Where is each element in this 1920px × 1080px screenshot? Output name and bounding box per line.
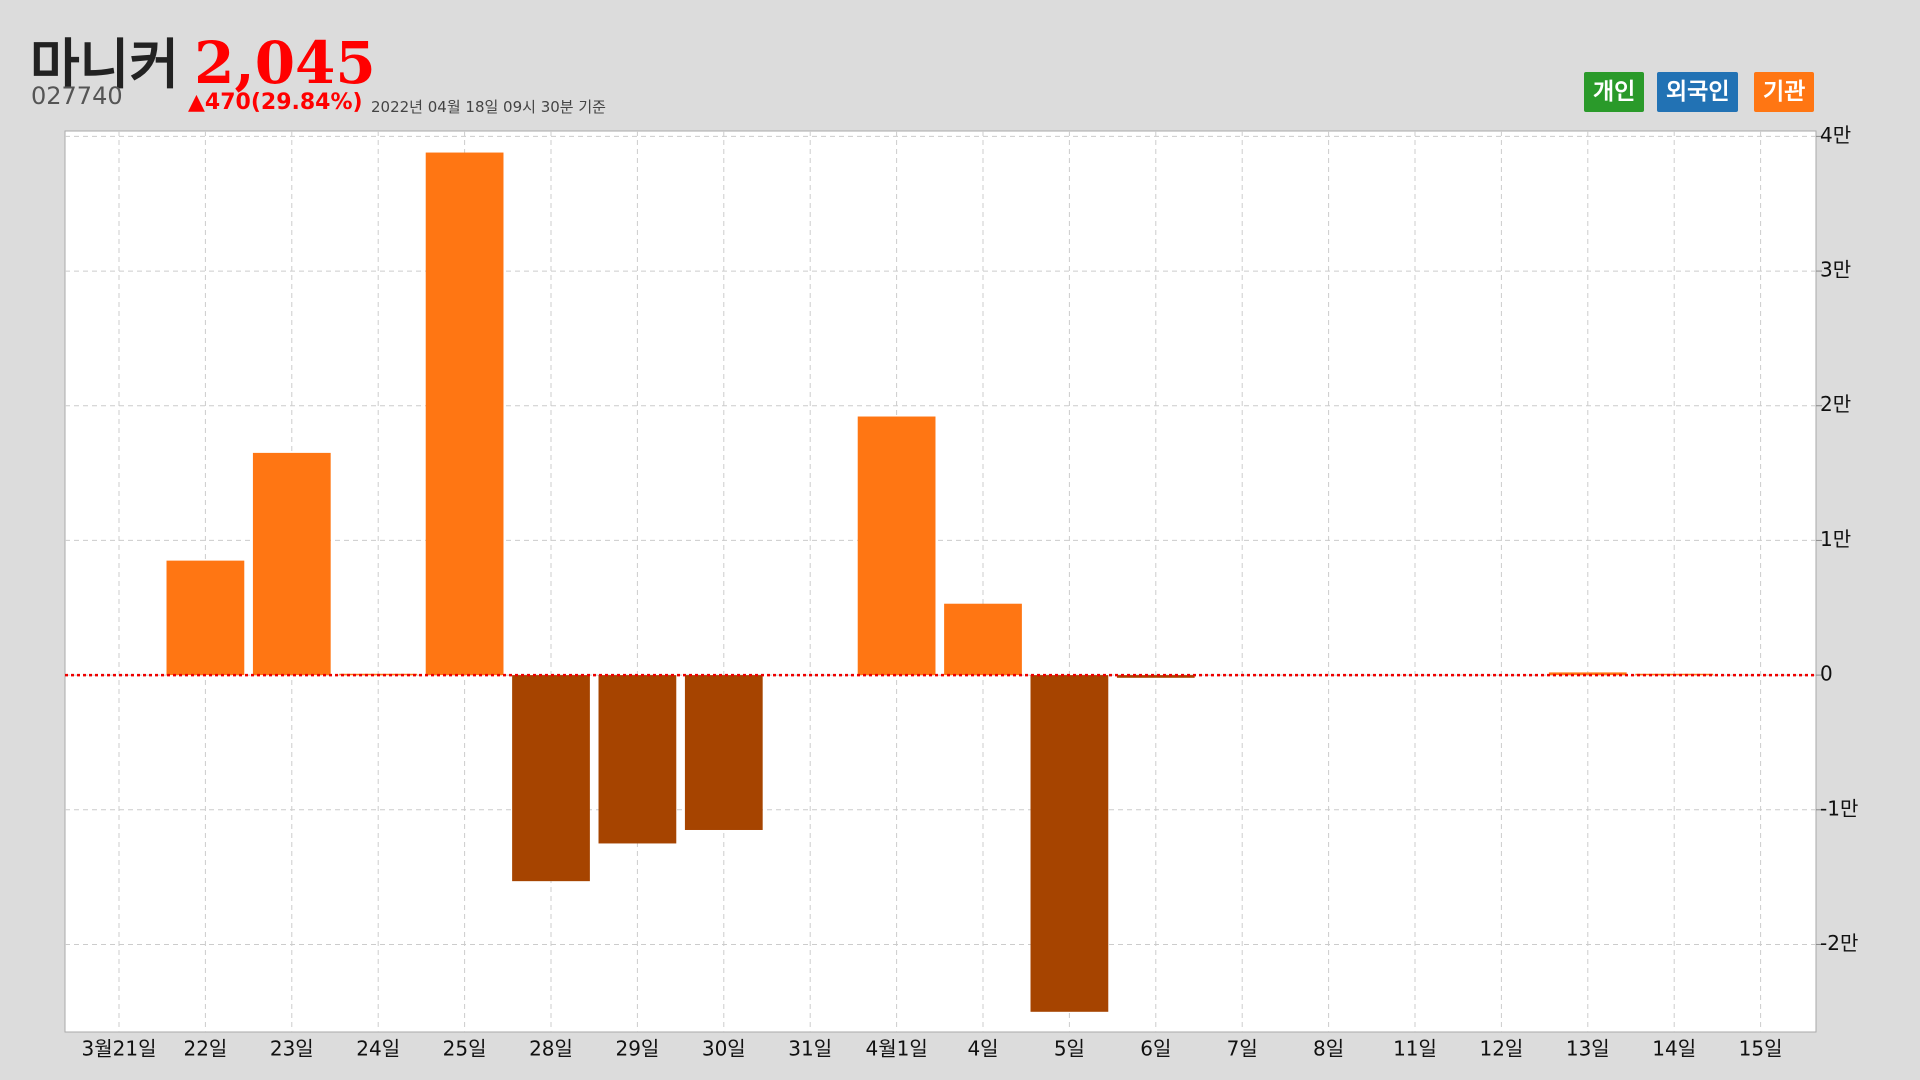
x-tick-label: 12일: [1479, 1037, 1523, 1061]
x-tick-label: 3월21일: [82, 1037, 157, 1061]
x-tick-label: 25일: [443, 1037, 487, 1061]
bar: [684, 675, 763, 830]
stock-name: 마니커: [30, 33, 180, 96]
x-tick-label: 14일: [1652, 1037, 1696, 1061]
x-tick-label: 7일: [1227, 1037, 1258, 1061]
bar: [944, 603, 1022, 676]
x-tick-label: 29일: [615, 1037, 659, 1061]
x-tick-label: 28일: [529, 1037, 573, 1061]
legend-button[interactable]: 개인: [1584, 72, 1645, 112]
x-tick-label: 6일: [1140, 1037, 1171, 1061]
y-tick-label: 0: [1820, 662, 1833, 686]
x-tick-label: 15일: [1739, 1037, 1783, 1061]
timestamp: 2022년 04월 18일 09시 30분 기준: [371, 98, 606, 116]
x-tick-label: 13일: [1566, 1037, 1610, 1061]
y-tick-label: -1만: [1820, 796, 1858, 820]
y-tick-label: 4만: [1820, 123, 1851, 147]
bar: [1116, 675, 1195, 678]
x-tick-label: 23일: [270, 1037, 314, 1061]
bar: [425, 152, 504, 676]
x-tick-label: 11일: [1393, 1037, 1437, 1061]
x-tick-label: 4월1일: [865, 1037, 927, 1061]
legend-button[interactable]: 외국인: [1657, 72, 1739, 112]
price-change: ▲470(29.84%): [188, 90, 363, 115]
stock-price: 2,045: [194, 29, 376, 97]
stock-code: 027740: [31, 82, 123, 110]
bar: [512, 675, 590, 882]
y-tick-label: 3만: [1820, 258, 1851, 282]
bar: [598, 675, 677, 844]
x-tick-label: 5일: [1054, 1037, 1085, 1061]
header: 마니커 2,045: [30, 20, 376, 99]
bar: [1030, 675, 1109, 1012]
y-tick-label: -2만: [1820, 931, 1858, 955]
x-tick-label: 30일: [702, 1037, 746, 1061]
x-tick-label: 24일: [356, 1037, 400, 1061]
legend-button[interactable]: 기관: [1754, 72, 1815, 112]
bar: [857, 416, 936, 676]
y-tick-label: 2만: [1820, 392, 1851, 416]
x-tick-label: 8일: [1313, 1037, 1344, 1061]
bar: [1548, 672, 1627, 676]
bar: [252, 452, 331, 676]
plot-area: [64, 130, 1817, 1033]
x-tick-label: 31일: [788, 1037, 832, 1061]
x-tick-label: 4일: [967, 1037, 998, 1061]
x-tick-label: 22일: [183, 1037, 227, 1061]
bar: [166, 560, 245, 676]
y-tick-label: 1만: [1820, 527, 1851, 551]
